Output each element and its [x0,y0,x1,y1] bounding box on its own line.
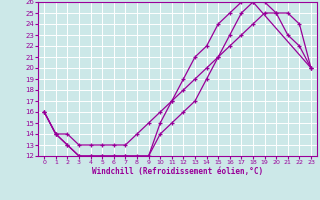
X-axis label: Windchill (Refroidissement éolien,°C): Windchill (Refroidissement éolien,°C) [92,167,263,176]
